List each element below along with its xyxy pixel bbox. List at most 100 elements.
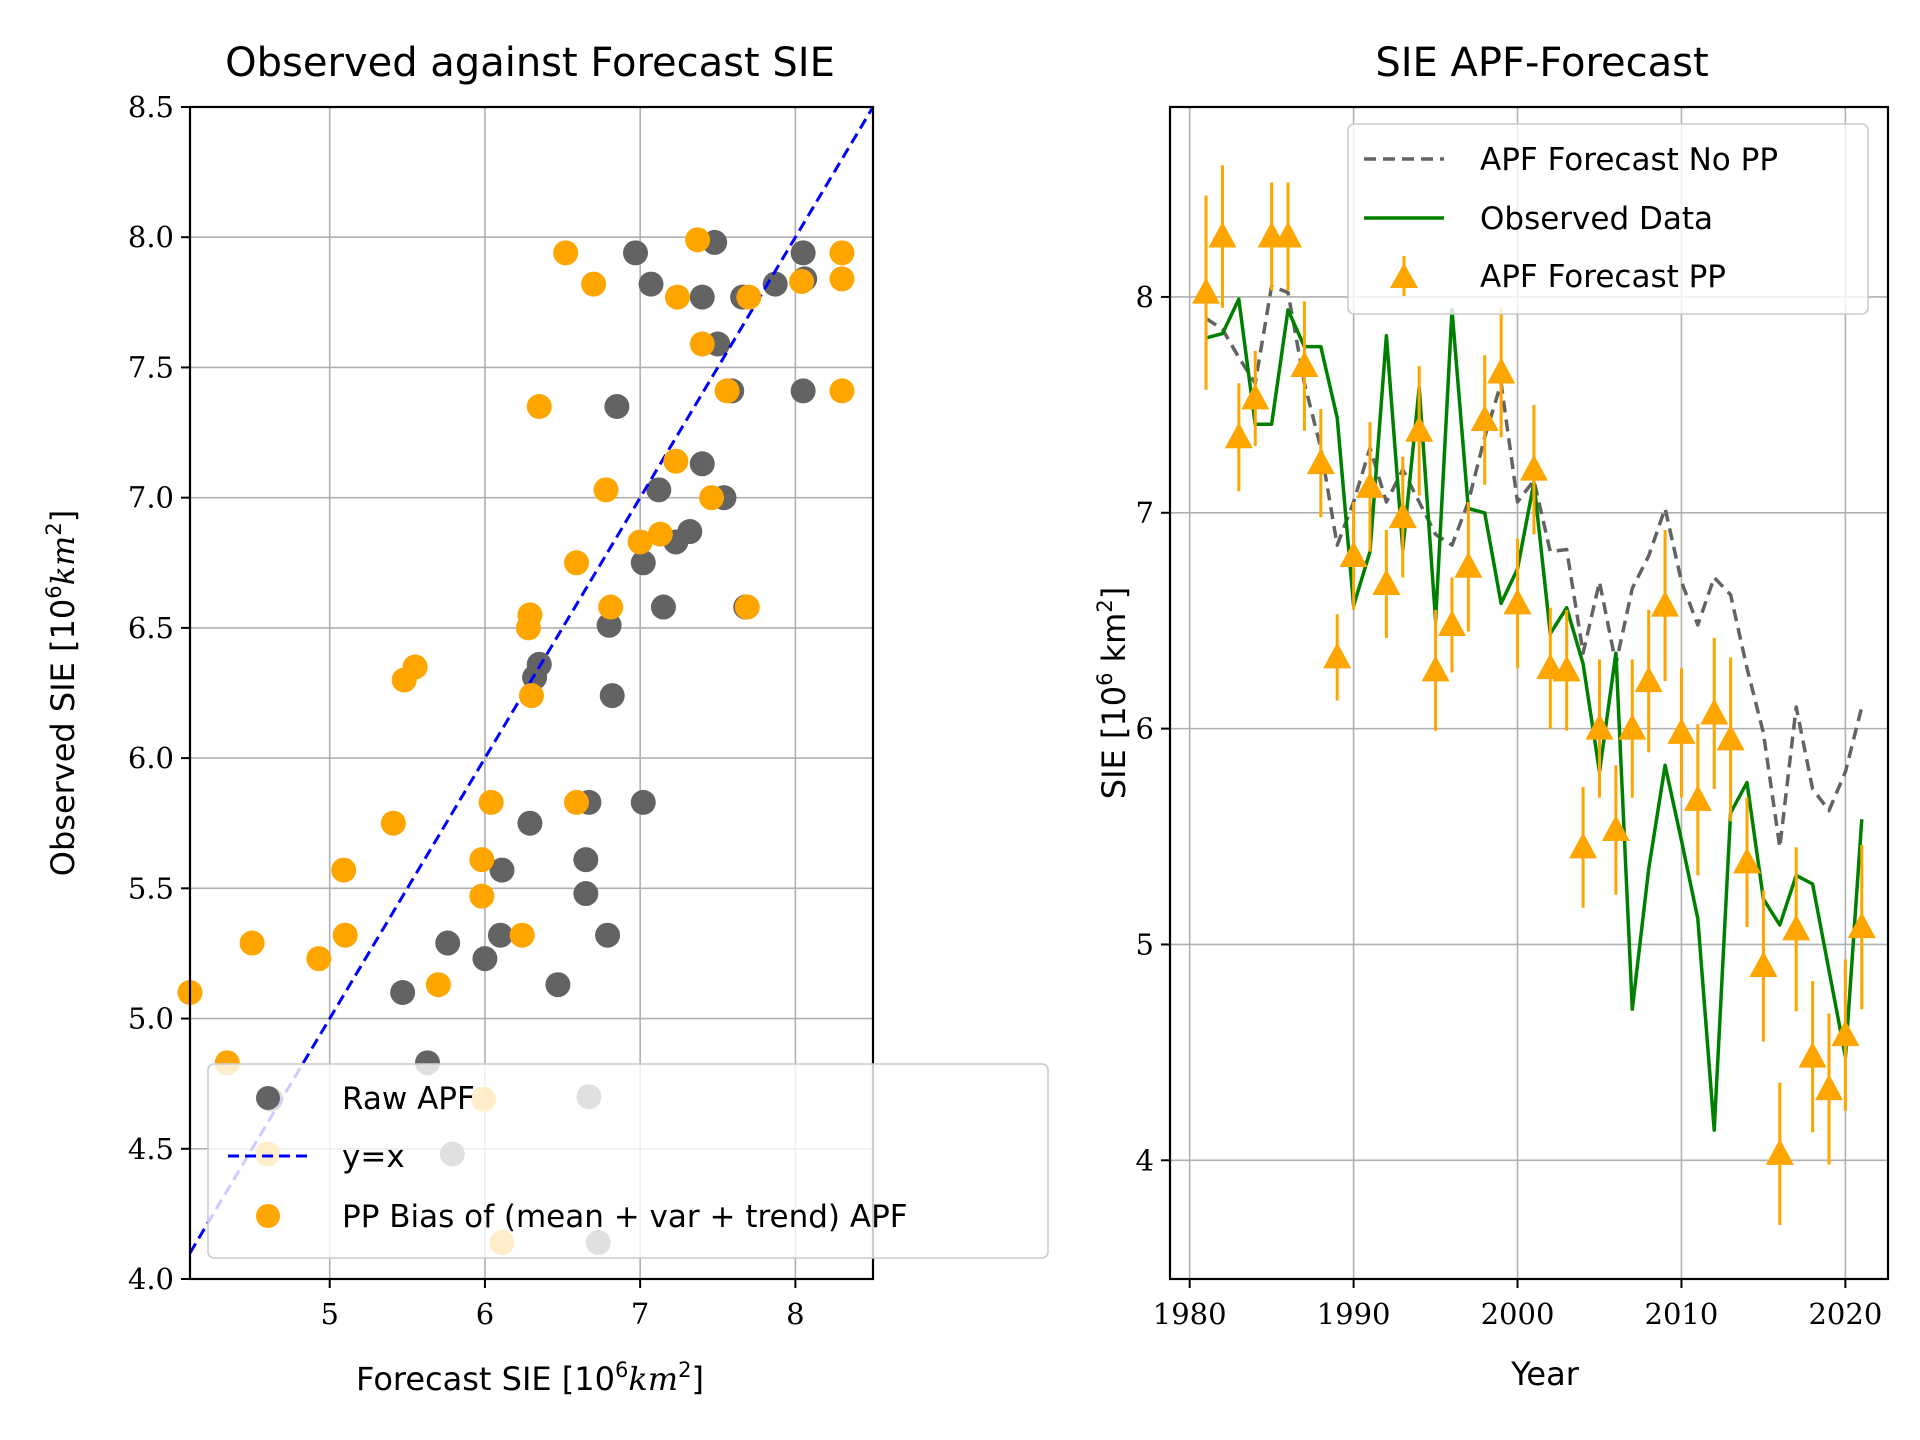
pp-bias-point	[509, 922, 535, 948]
apf-pp-marker	[1733, 847, 1762, 874]
scatter-y-tick-label: 4.5	[128, 1132, 174, 1166]
apf-pp-marker	[1667, 717, 1696, 744]
timeseries-x-tick-label: 2020	[1808, 1297, 1882, 1331]
apf-pp-marker	[1749, 951, 1778, 978]
pp-bias-point	[685, 227, 711, 253]
apf-pp-marker	[1192, 277, 1221, 304]
timeseries-y-tick-label: 8	[1136, 280, 1154, 314]
timeseries-x-tick-label: 2010	[1645, 1297, 1719, 1331]
scatter-y-tick-label: 7.0	[128, 481, 174, 515]
apf-pp-marker	[1323, 642, 1352, 669]
scatter-y-tick-label: 8.0	[128, 220, 174, 254]
raw-apf-point	[517, 810, 543, 836]
legend-marker-pp-bias	[256, 1204, 280, 1228]
pp-bias-point	[734, 594, 760, 620]
scatter-y-tick-label: 7.5	[128, 350, 174, 384]
scatter-title: Observed against Forecast SIE	[225, 40, 835, 86]
raw-apf-point	[390, 980, 416, 1006]
timeseries-y-tick-label: 4	[1136, 1143, 1154, 1177]
timeseries-legend-box	[1347, 123, 1869, 315]
pp-bias-point	[478, 789, 504, 815]
scatter-y-tick-label: 5.5	[128, 871, 174, 905]
timeseries-y-axis-label: SIE [106 km2]	[1093, 587, 1133, 799]
apf-pp-marker	[1487, 357, 1516, 384]
pp-bias-point	[469, 847, 495, 873]
pp-bias-point	[306, 946, 332, 972]
scatter-x-tick-label: 8	[786, 1297, 804, 1331]
raw-apf-point	[599, 683, 625, 709]
apf-pp-marker	[1224, 422, 1253, 449]
pp-bias-point	[564, 789, 590, 815]
apf-pp-marker	[1831, 1020, 1860, 1047]
timeseries-y-tick-label: 7	[1136, 496, 1154, 530]
pp-bias-point	[239, 930, 265, 956]
apf-pp-marker	[1372, 569, 1401, 596]
pp-bias-point	[402, 654, 428, 680]
scatter-x-tick-label: 7	[631, 1297, 649, 1331]
scatter-ticks: 5 6 7 8 4.0 4.5 5.0 5.5 6.0 6.5 7.0 7.5 8.0 8.5	[128, 90, 805, 1331]
apf-pp-marker	[1241, 383, 1270, 410]
raw-apf-point	[623, 240, 649, 266]
timeseries-panel: SIE APF-Forecast 1980 1990 2000 2010 2020 4 5 6…	[1093, 40, 1890, 1393]
apf-pp-marker	[1847, 912, 1876, 939]
apf-pp-marker	[1503, 588, 1532, 615]
pp-bias-point	[714, 378, 740, 404]
apf-pp-marker	[1651, 590, 1680, 617]
pp-bias-point	[627, 529, 653, 555]
raw-apf-point	[762, 271, 788, 297]
timeseries-ticks: 1980 1990 2000 2010 2020 4 5 6 7 8	[1136, 280, 1883, 1331]
raw-apf-point	[638, 271, 664, 297]
pp-bias-point	[564, 550, 590, 576]
scatter-panel: Observed against Forecast SIE 5 6 7 8 4.0 4.5…	[42, 40, 1049, 1398]
pp-bias-point	[736, 284, 762, 310]
raw-apf-point	[630, 789, 656, 815]
pp-bias-point	[663, 448, 689, 474]
scatter-x-tick-label: 6	[476, 1297, 494, 1331]
scatter-plot-area	[177, 106, 875, 1256]
scatter-legend: Raw APF y=x PP Bias of (mean + var + tre…	[207, 1063, 1049, 1259]
pp-bias-point	[581, 271, 607, 297]
raw-apf-point	[650, 594, 676, 620]
apf-pp-marker	[1782, 914, 1811, 941]
scatter-y-tick-label: 4.0	[128, 1262, 174, 1296]
scatter-y-tick-label: 8.5	[128, 90, 174, 124]
pp-bias-point	[664, 284, 690, 310]
timeseries-y-tick-label: 5	[1136, 927, 1154, 961]
apf-pp-marker	[1585, 713, 1614, 740]
scatter-legend-box	[207, 1063, 1049, 1259]
raw-apf-point	[489, 857, 515, 883]
scatter-y-axis-label: Observed SIE [106km2]	[42, 510, 82, 876]
apf-pp-marker	[1716, 724, 1745, 751]
apf-pp-marker	[1618, 713, 1647, 740]
apf-pp-marker	[1454, 551, 1483, 578]
apf-no-pp-line	[1205, 284, 1864, 850]
pp-bias-point	[829, 378, 855, 404]
raw-apf-point	[677, 519, 703, 545]
pp-bias-point	[789, 268, 815, 294]
apf-pp-marker	[1274, 221, 1303, 248]
apf-pp-marker	[1208, 221, 1237, 248]
scatter-y-tick-label: 5.0	[128, 1002, 174, 1036]
apf-pp-marker	[1306, 448, 1335, 475]
apf-pp-marker	[1536, 653, 1565, 680]
apf-pp-marker	[1437, 610, 1466, 637]
pp-bias-point	[689, 331, 715, 357]
apf-pp-marker	[1388, 502, 1417, 529]
pp-bias-point	[331, 857, 357, 883]
pp-bias-point	[380, 810, 406, 836]
apf-pp-marker	[1405, 415, 1434, 442]
apf-pp-marker	[1290, 351, 1319, 378]
apf-pp-marker	[1339, 540, 1368, 567]
apf-pp-marker	[1421, 655, 1450, 682]
pp-bias-point	[829, 266, 855, 292]
pp-bias-point	[553, 240, 579, 266]
timeseries-x-tick-label: 1990	[1317, 1297, 1391, 1331]
raw-apf-point	[545, 972, 571, 998]
legend-label-observed: Observed Data	[1480, 201, 1713, 237]
timeseries-legend: APF Forecast No PP Observed Data APF For…	[1347, 123, 1869, 315]
apf-pp-marker	[1798, 1041, 1827, 1068]
raw-apf-point	[689, 284, 715, 310]
pp-bias-point	[829, 240, 855, 266]
apf-pp-marker	[1519, 454, 1548, 481]
